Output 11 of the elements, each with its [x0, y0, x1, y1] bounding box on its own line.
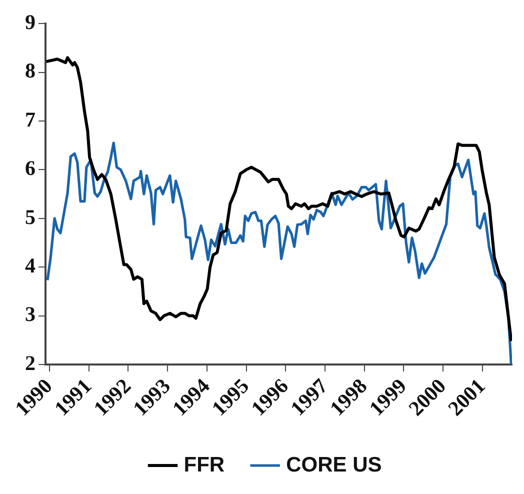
y-tick-label: 6 [25, 156, 36, 180]
y-tick-label: 4 [25, 254, 36, 278]
y-tick-label: 7 [25, 107, 36, 132]
y-tick-label: 9 [25, 10, 36, 34]
x-tick-label: 1991 [50, 374, 96, 420]
y-tick-label: 3 [25, 302, 36, 326]
y-tick-label: 5 [25, 204, 36, 229]
y-tick-label: 2 [25, 350, 36, 375]
legend-label: CORE US [286, 453, 382, 476]
legend-label: FFR [184, 453, 225, 476]
y-tick-label: 8 [25, 58, 36, 83]
